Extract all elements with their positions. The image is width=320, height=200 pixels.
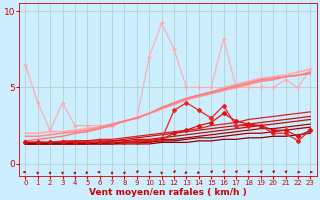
X-axis label: Vent moyen/en rafales ( km/h ): Vent moyen/en rafales ( km/h )	[89, 188, 247, 197]
